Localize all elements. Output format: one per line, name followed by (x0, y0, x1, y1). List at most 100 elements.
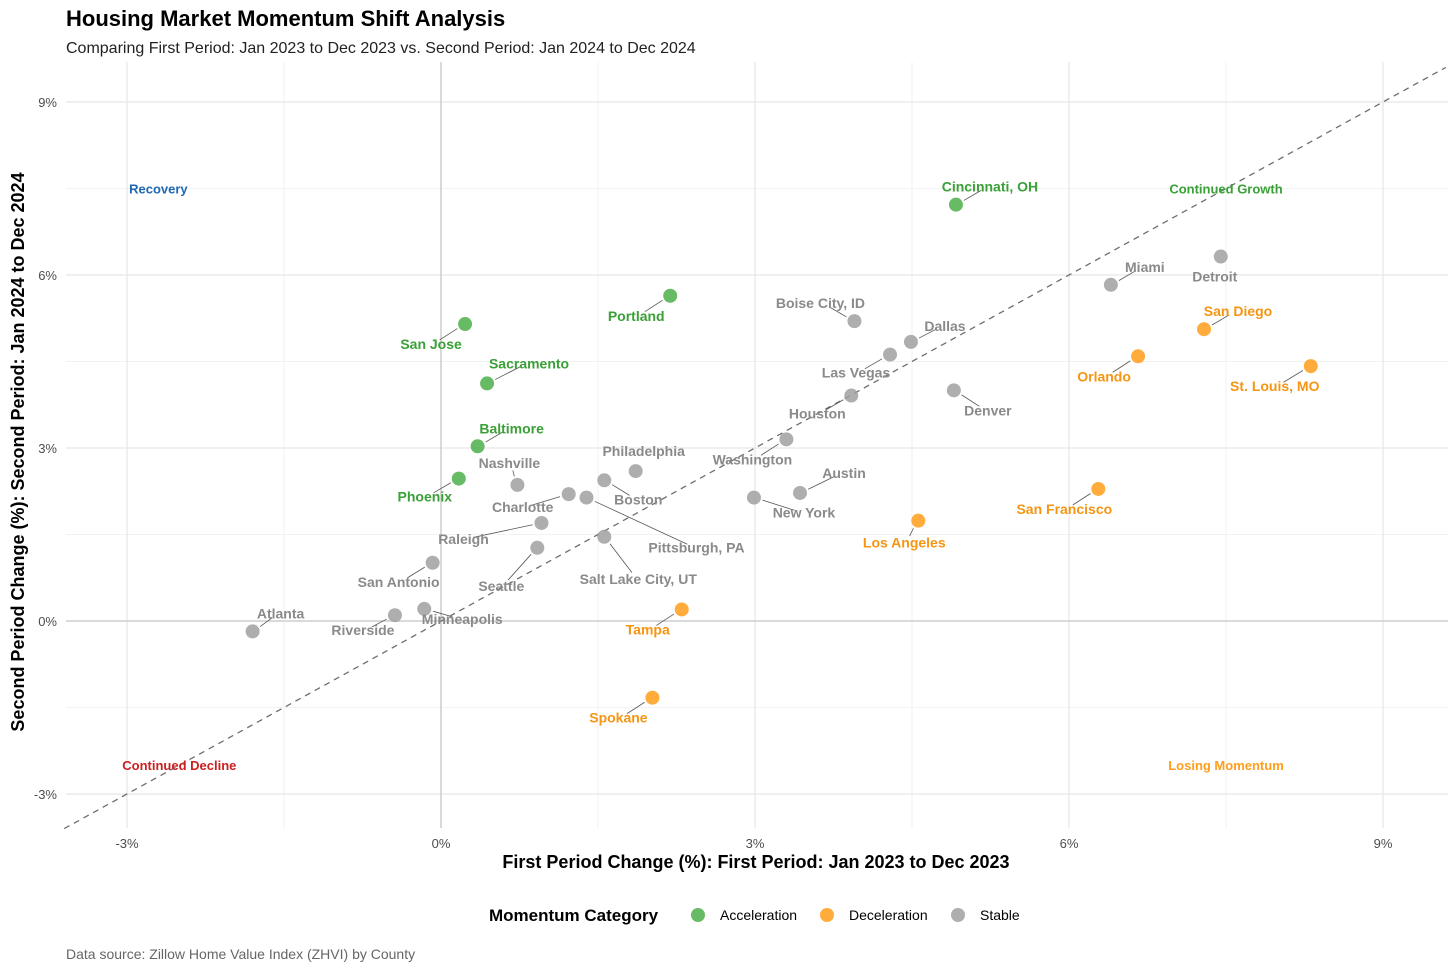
legend-entry-label: Acceleration (720, 907, 797, 923)
point-label: Charlotte (492, 499, 554, 515)
label-leader-line (485, 431, 503, 443)
quadrant-label: Recovery (129, 182, 188, 197)
point-label: Denver (964, 402, 1012, 418)
label-leader-line (762, 499, 795, 511)
x-tick-label: 0% (432, 836, 451, 851)
plot-panel: Recovery Continued Growth Continued Declin… (63, 62, 1448, 830)
x-tick-label: 6% (1060, 836, 1079, 851)
label-leader-line (432, 610, 453, 618)
label-leader-line (644, 299, 663, 313)
legend-swatch (691, 908, 705, 922)
label-leader-line (918, 328, 937, 339)
point-label: Houston (789, 406, 846, 422)
data-point (245, 624, 260, 639)
data-point (746, 490, 761, 505)
axis-ticks: -3% 0% 3% 6% 9% -3% 0% 3% 6% 9% (34, 95, 1393, 851)
label-leader-line (829, 306, 847, 318)
data-point (946, 383, 961, 398)
point-label: San Antonio (358, 574, 440, 590)
label-leader-line (532, 496, 561, 506)
label-leader-line (407, 566, 425, 579)
label-leader-line (1211, 314, 1230, 326)
data-point (628, 464, 643, 479)
label-leader-line (611, 484, 630, 496)
point-labels: Cincinnati, OH Portland San Jose Sacramento… (257, 179, 1320, 726)
label-leader-line (512, 470, 515, 477)
point-label: Riverside (331, 622, 394, 638)
data-point (597, 529, 612, 544)
point-label: Atlanta (257, 605, 305, 621)
y-tick-label: 0% (38, 614, 57, 629)
label-leader-line (626, 701, 645, 714)
point-label: Raleigh (438, 531, 489, 547)
point-label: Los Angeles (863, 535, 946, 551)
data-point (847, 314, 862, 329)
chart-title: Housing Market Momentum Shift Analysis (66, 6, 505, 31)
data-point (470, 439, 485, 454)
point-label: Austin (822, 465, 866, 481)
label-leader-line (494, 366, 521, 380)
label-leader-line (864, 358, 883, 370)
point-label: Nashville (479, 455, 541, 471)
point-label: Salt Lake City, UT (580, 571, 698, 587)
x-axis-label: First Period Change (%): First Period: J… (502, 852, 1009, 872)
point-label: Minneapolis (422, 611, 503, 627)
point-label: Philadelphia (602, 443, 685, 459)
label-leader-line (961, 394, 980, 407)
label-leader-line (594, 500, 688, 545)
y-tick-label: 9% (38, 95, 57, 110)
point-label: San Diego (1204, 303, 1272, 319)
x-tick-label: -3% (115, 836, 139, 851)
point-label: Phoenix (398, 489, 453, 505)
label-leader-line (433, 482, 452, 494)
point-label: Boise City, ID (776, 295, 865, 311)
label-leader-line (909, 528, 914, 537)
label-leader-line (507, 554, 532, 581)
point-label: Las Vegas (822, 365, 891, 381)
label-leader-line (808, 475, 836, 490)
data-point (645, 690, 660, 705)
label-leader-line (825, 399, 844, 411)
data-point (510, 477, 525, 492)
label-leader-line (1072, 493, 1091, 506)
point-label: Spokane (589, 710, 648, 726)
data-point (911, 513, 926, 528)
data-point (451, 471, 466, 486)
data-point (1091, 481, 1106, 496)
data-point (844, 388, 859, 403)
y-tick-label: -3% (34, 787, 58, 802)
legend-swatch (820, 908, 834, 922)
data-point (793, 485, 808, 500)
x-tick-label: 3% (746, 836, 765, 851)
legend: Momentum Category Acceleration Decelerati… (489, 906, 1020, 925)
data-point (561, 487, 576, 502)
point-label: Seattle (478, 578, 524, 594)
data-point (1303, 359, 1318, 374)
label-leader-line (371, 618, 387, 628)
point-label: Dallas (924, 318, 965, 334)
quadrant-label: Continued Growth (1169, 182, 1282, 197)
data-point (579, 490, 594, 505)
data-point (530, 540, 545, 555)
point-label: Washington (713, 451, 793, 467)
label-leader-line (259, 617, 273, 627)
data-point (387, 608, 402, 623)
label-leader-line (760, 443, 779, 456)
quadrant-labels: Recovery Continued Growth Continued Declin… (122, 182, 1284, 774)
legend-swatch (951, 908, 965, 922)
label-leader-line (1283, 370, 1304, 383)
point-label: San Jose (400, 336, 462, 352)
data-point (597, 473, 612, 488)
label-leader-line (439, 328, 458, 341)
label-leader-line (1118, 270, 1137, 281)
label-leader-line (473, 524, 533, 538)
quadrant-label: Losing Momentum (1168, 758, 1284, 773)
point-label: Boston (614, 491, 662, 507)
point-label: Cincinnati, OH (942, 179, 1038, 195)
point-label: Sacramento (489, 355, 569, 371)
gridlines (66, 62, 1448, 828)
label-leader-line (1112, 360, 1131, 373)
quadrant-label: Continued Decline (122, 758, 236, 773)
data-point (417, 601, 432, 616)
